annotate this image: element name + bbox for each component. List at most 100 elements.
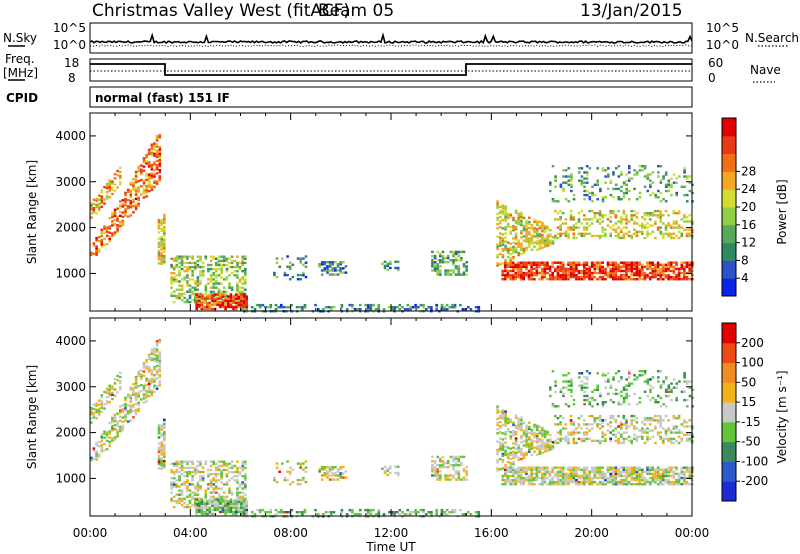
power-cell bbox=[155, 153, 159, 156]
velocity-cell bbox=[97, 413, 101, 417]
velocity-cell bbox=[147, 382, 151, 385]
power-cell bbox=[496, 264, 499, 267]
power-cell bbox=[344, 265, 348, 268]
power-cell bbox=[274, 303, 278, 307]
velocity-cell bbox=[569, 423, 573, 426]
power-cell bbox=[606, 218, 610, 221]
velocity-cell bbox=[153, 365, 156, 369]
power-cell bbox=[195, 301, 198, 304]
velocity-cell bbox=[132, 393, 135, 396]
velocity-cell bbox=[215, 481, 218, 484]
velocity-cell bbox=[160, 434, 163, 437]
power-cell bbox=[627, 263, 631, 266]
power-cell bbox=[209, 286, 213, 289]
power-cell bbox=[238, 267, 242, 271]
power-cell bbox=[191, 274, 194, 277]
velocity-cell bbox=[622, 423, 626, 426]
velocity-cell bbox=[541, 441, 544, 444]
power-cell bbox=[651, 214, 655, 217]
velocity-cell bbox=[194, 501, 197, 505]
power-cell bbox=[667, 232, 670, 235]
power-cell bbox=[646, 175, 650, 178]
power-cell bbox=[242, 303, 246, 307]
power-cell bbox=[499, 238, 502, 241]
power-cell bbox=[134, 205, 138, 209]
power-cell bbox=[635, 271, 639, 275]
velocity-cell bbox=[178, 475, 181, 478]
power-cell bbox=[622, 212, 626, 215]
velocity-cell bbox=[188, 470, 192, 474]
power-cell bbox=[519, 265, 523, 268]
velocity-cell bbox=[233, 479, 237, 482]
velocity-cell bbox=[440, 508, 444, 512]
velocity-cell bbox=[509, 468, 512, 471]
velocity-cell bbox=[561, 472, 565, 476]
power-cell bbox=[520, 248, 523, 251]
velocity-cell bbox=[511, 466, 515, 469]
power-cell bbox=[386, 268, 389, 272]
nave-label: Nave bbox=[750, 63, 781, 77]
velocity-cell bbox=[522, 470, 525, 473]
power-cell bbox=[643, 175, 647, 178]
power-cell bbox=[225, 263, 229, 267]
power-cell bbox=[137, 202, 140, 206]
power-cell bbox=[204, 290, 208, 293]
power-cell bbox=[520, 236, 523, 239]
velocity-cell bbox=[199, 479, 202, 482]
velocity-cell bbox=[186, 481, 189, 484]
power-cell bbox=[243, 308, 246, 311]
power-cell bbox=[522, 275, 525, 279]
noise-right-tick-top: 10^5 bbox=[706, 21, 739, 35]
power-cell bbox=[280, 303, 283, 307]
velocity-cell bbox=[431, 464, 434, 467]
power-cell bbox=[677, 271, 681, 275]
power-cell bbox=[564, 198, 568, 201]
velocity-cell bbox=[514, 470, 518, 473]
velocity-cell bbox=[627, 435, 631, 438]
power-cell bbox=[619, 278, 623, 281]
velocity-cell bbox=[414, 508, 417, 512]
velocity-cell bbox=[519, 472, 523, 476]
power-cell bbox=[237, 297, 241, 300]
power-cell bbox=[233, 259, 237, 263]
velocity-cell bbox=[601, 472, 604, 476]
velocity-cell bbox=[433, 461, 437, 465]
velocity-cell bbox=[635, 437, 639, 440]
velocity-cell bbox=[572, 480, 576, 484]
velocity-cell bbox=[528, 425, 531, 429]
velocity-cell bbox=[170, 477, 173, 480]
velocity-cell bbox=[137, 407, 140, 411]
velocity-cell bbox=[457, 472, 461, 475]
power-cell bbox=[651, 275, 655, 279]
power-cell bbox=[230, 261, 234, 265]
velocity-cell bbox=[628, 376, 631, 379]
power-cell bbox=[549, 189, 552, 193]
power-cell bbox=[540, 275, 544, 279]
velocity-cell bbox=[409, 513, 412, 516]
power-cell bbox=[211, 307, 214, 311]
velocity-cell bbox=[92, 407, 96, 411]
velocity-cell bbox=[175, 460, 179, 463]
velocity-cell bbox=[241, 491, 244, 494]
velocity-cell bbox=[554, 474, 557, 478]
velocity-cell bbox=[549, 444, 552, 447]
power-cell bbox=[147, 185, 151, 189]
velocity-cell bbox=[147, 384, 151, 387]
velocity-cell bbox=[435, 508, 438, 512]
power-cell bbox=[253, 308, 257, 311]
noise-trace bbox=[89, 32, 693, 45]
velocity-cell bbox=[496, 440, 499, 443]
power-cell bbox=[520, 232, 523, 235]
power-cell bbox=[119, 210, 122, 213]
velocity-cell bbox=[517, 448, 520, 451]
power-cell bbox=[664, 228, 668, 231]
velocity-cell bbox=[630, 483, 633, 486]
velocity-cell bbox=[656, 433, 660, 436]
velocity-cell bbox=[656, 472, 660, 476]
power-cell bbox=[236, 270, 239, 273]
velocity-cell bbox=[477, 511, 481, 514]
power-cell bbox=[330, 306, 333, 309]
power-cell bbox=[242, 297, 246, 300]
power-cell bbox=[150, 145, 154, 148]
velocity-cell bbox=[208, 508, 212, 512]
